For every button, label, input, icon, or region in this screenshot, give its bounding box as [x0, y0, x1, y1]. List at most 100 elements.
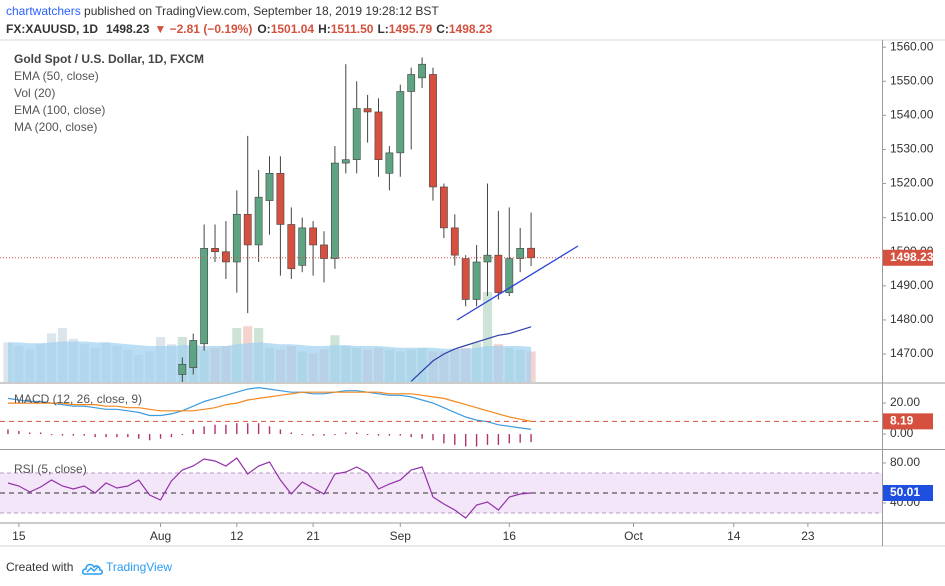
macd-histogram-bar — [225, 424, 227, 435]
candle-body — [287, 224, 296, 270]
l-label: L: — [377, 22, 388, 36]
x-tick-label: 21 — [306, 529, 320, 543]
macd-histogram-bar — [170, 434, 173, 438]
header-line-1: chartwatchers published on TradingView.c… — [6, 4, 439, 18]
candle-body — [200, 248, 209, 345]
y-tick-label: 1550.00 — [890, 73, 934, 87]
candle-body — [211, 248, 219, 253]
y-tick-label: 1540.00 — [890, 108, 934, 122]
candle-body — [461, 258, 470, 300]
candle-body — [396, 91, 405, 154]
macd-histogram-bar — [366, 434, 369, 436]
macd-histogram-bar — [464, 434, 467, 447]
macd-histogram-bar — [399, 434, 401, 436]
y-tick-label: 1530.00 — [890, 142, 934, 156]
macd-histogram-bar — [138, 434, 140, 439]
candle-body — [309, 227, 318, 246]
macd-histogram-bar — [486, 434, 489, 445]
macd-histogram-bar — [116, 434, 118, 438]
ma-line — [410, 326, 532, 382]
macd-histogram-bar — [257, 423, 260, 435]
macd-histogram-bar — [61, 434, 64, 436]
y-tick-label: 1490.00 — [890, 278, 934, 292]
volume-bar — [482, 292, 493, 382]
last-value-box — [883, 484, 933, 501]
x-tick-label: 15 — [12, 529, 26, 543]
pane-title: MACD (12, 26, close, 9) — [14, 392, 142, 406]
o-label: O: — [257, 22, 270, 36]
legend-entry: MA (200, close) — [14, 120, 97, 134]
last-value-box — [883, 413, 933, 430]
pane-title: Gold Spot / U.S. Dollar, 1D, FXCM — [14, 52, 204, 66]
footer-brand[interactable]: TradingView — [106, 560, 172, 574]
candle-body — [243, 213, 252, 246]
rsi-line — [7, 457, 532, 519]
x-tick-label: Aug — [150, 529, 171, 543]
l-value: 1495.79 — [389, 22, 433, 36]
h-label: H: — [318, 22, 331, 36]
macd-histogram-bar — [301, 434, 303, 436]
candle-body — [363, 108, 372, 113]
candle-body — [429, 74, 437, 188]
macd-histogram-bar — [192, 429, 194, 435]
y-tick-label: 1480.00 — [890, 312, 934, 326]
x-tick-label: Oct — [624, 529, 643, 543]
x-tick-label: 23 — [801, 529, 815, 543]
y-tick-label: 0.00 — [890, 426, 914, 440]
macd-histogram-bar — [247, 423, 249, 435]
macd-histogram-bar — [410, 434, 412, 438]
last-value-label: 1498.23 — [890, 250, 934, 264]
y-tick-label: 1560.00 — [890, 39, 934, 53]
author[interactable]: chartwatchers — [6, 4, 81, 18]
macd-histogram-bar — [312, 434, 314, 436]
candle-body — [276, 173, 285, 225]
pane-title: RSI (5, close) — [14, 462, 87, 476]
macd-histogram-bar — [443, 434, 445, 444]
c-value: 1498.23 — [449, 22, 493, 36]
price-pane — [3, 57, 536, 382]
candle-body — [331, 162, 339, 259]
macd-histogram-bar — [421, 434, 423, 439]
y-tick-label: 1470.00 — [890, 346, 934, 360]
macd-histogram-bar — [50, 434, 53, 436]
macd-histogram-bar — [508, 434, 510, 444]
volume-ma-area — [7, 341, 532, 382]
legend-entry: EMA (100, close) — [14, 103, 105, 117]
footer-created: Created with — [6, 560, 73, 574]
macd-histogram-bar — [39, 432, 42, 435]
candle-body — [352, 108, 361, 160]
chart: 15 Aug 12 21 Sep 16 Oct 14 23 1470.00 1480.00 1490.… — [0, 39, 934, 543]
last-value-label: 50.01 — [890, 485, 920, 499]
h-value: 1511.50 — [331, 22, 374, 36]
candle-body — [298, 227, 307, 266]
y-tick-label: 1510.00 — [890, 210, 934, 224]
x-tick-label: Sep — [390, 529, 412, 543]
symbol: FX:XAUUSD, 1D — [6, 22, 98, 36]
last-value-label: 8.19 — [890, 414, 914, 428]
c-label: C: — [436, 22, 449, 36]
candle-body — [418, 63, 426, 79]
candle-body — [439, 186, 448, 229]
candle-body — [450, 227, 459, 256]
x-tick-label: 12 — [230, 529, 244, 543]
y-tick-label: 20.00 — [890, 395, 920, 409]
trend-line — [456, 245, 579, 321]
macd-histogram-bar — [105, 434, 107, 438]
macd-histogram-bar — [29, 432, 31, 435]
macd-histogram-bar — [290, 432, 293, 435]
legend-entry: Vol (20) — [14, 86, 55, 100]
brand-logo[interactable] — [81, 563, 104, 575]
macd-histogram-bar — [530, 434, 532, 443]
macd-histogram-bar — [279, 429, 282, 435]
candle-body — [374, 111, 383, 160]
candle-body — [222, 251, 230, 263]
macd-histogram-bar — [148, 434, 151, 441]
macd-histogram-bar — [334, 434, 336, 436]
macd-histogram-bar — [268, 426, 271, 435]
candle-body — [494, 254, 503, 293]
macd-histogram-bar — [214, 424, 216, 435]
macd-histogram-bar — [377, 434, 380, 436]
candle-body — [407, 74, 416, 92]
macd-histogram-bar — [432, 434, 434, 441]
header-line-2: FX:XAUUSD, 1D 1498.23 ▼ −2.81 (−0.19%) O:15… — [6, 22, 493, 36]
